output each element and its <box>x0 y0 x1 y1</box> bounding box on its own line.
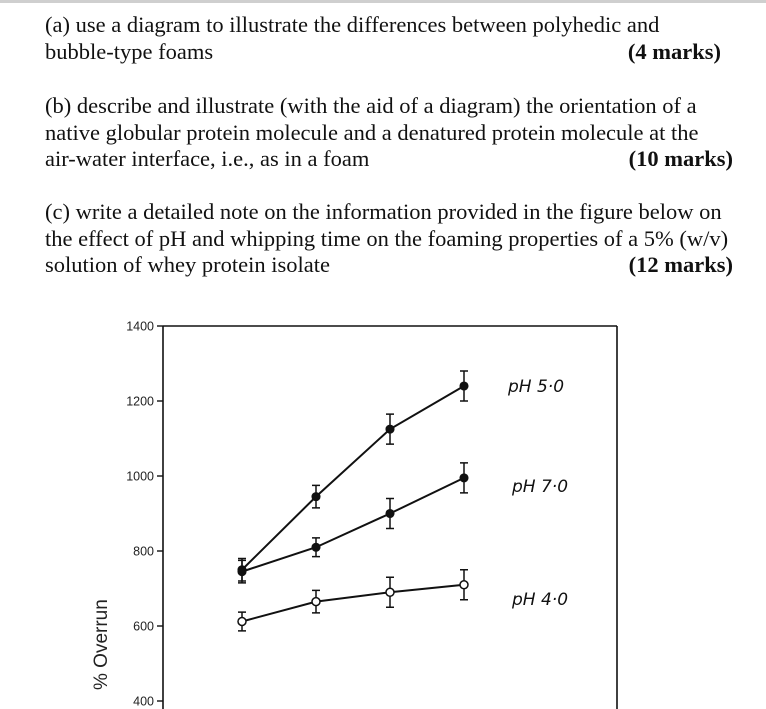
series-line-0 <box>241 385 465 571</box>
question-c-line-1: (c) write a detailed note on the informa… <box>45 199 722 224</box>
data-point-0-2 <box>385 424 395 434</box>
y-axis-label: % Overrun <box>91 599 112 690</box>
question-a-line-1: (a) use a diagram to illustrate the diff… <box>45 12 660 37</box>
series-label-ph5: pH 5·0 <box>507 377 564 397</box>
question-c: (c) write a detailed note on the informa… <box>45 199 766 279</box>
question-c-line-2: the effect of pH and whipping time on th… <box>45 225 729 251</box>
data-point-1-2 <box>385 508 395 519</box>
y-tick-label-800: 800 <box>133 545 154 559</box>
question-b: (b) describe and illustrate (with the ai… <box>45 93 735 173</box>
series-line-2 <box>241 583 465 623</box>
question-b-line-3: air-water interface, i.e., as in a foam … <box>45 146 735 173</box>
y-tick-label-1400: 1400 <box>126 320 154 334</box>
question-b-line-3-text: air-water interface, i.e., as in a foam <box>45 146 370 171</box>
question-b-marks: (10 marks) <box>628 146 733 171</box>
y-tick-label-1200: 1200 <box>126 395 154 409</box>
data-point-1-0 <box>237 567 247 577</box>
data-point-2-1 <box>311 596 321 607</box>
data-point-0-3 <box>459 381 469 391</box>
data-point-0-1 <box>311 492 321 502</box>
question-a: (a) use a diagram to illustrate the diff… <box>45 12 735 65</box>
question-b-line-1: (b) describe and illustrate (with the ai… <box>45 93 697 118</box>
question-a-line-2-text: bubble-type foams <box>45 38 214 64</box>
question-a-line-2: bubble-type foams (4 marks) <box>45 39 735 66</box>
y-tick-label-1000: 1000 <box>126 470 154 484</box>
data-point-1-3 <box>459 473 469 483</box>
series-line-1 <box>241 476 465 573</box>
y-tick-label-400: 400 <box>133 695 154 709</box>
data-point-2-0 <box>237 616 247 627</box>
data-point-1-1 <box>311 542 321 552</box>
question-b-line-2: native globular protein molecule and a d… <box>45 119 699 145</box>
question-c-line-3-text: solution of whey protein isolate <box>45 252 330 277</box>
y-tick-label-600: 600 <box>133 620 154 634</box>
question-c-marks: (12 marks) <box>628 252 733 277</box>
chart-series <box>237 370 469 632</box>
series-label-ph7: pH 7·0 <box>511 477 568 497</box>
question-c-line-3: solution of whey protein isolate (12 mar… <box>45 252 766 279</box>
question-a-marks: (4 marks) <box>627 38 721 64</box>
data-point-2-2 <box>385 587 395 597</box>
top-border <box>0 0 766 3</box>
data-point-2-3 <box>459 580 469 590</box>
series-label-ph4: pH 4·0 <box>511 590 568 610</box>
y-axis-ticks: 1400 1200 1000 800 600 400 <box>126 320 163 709</box>
